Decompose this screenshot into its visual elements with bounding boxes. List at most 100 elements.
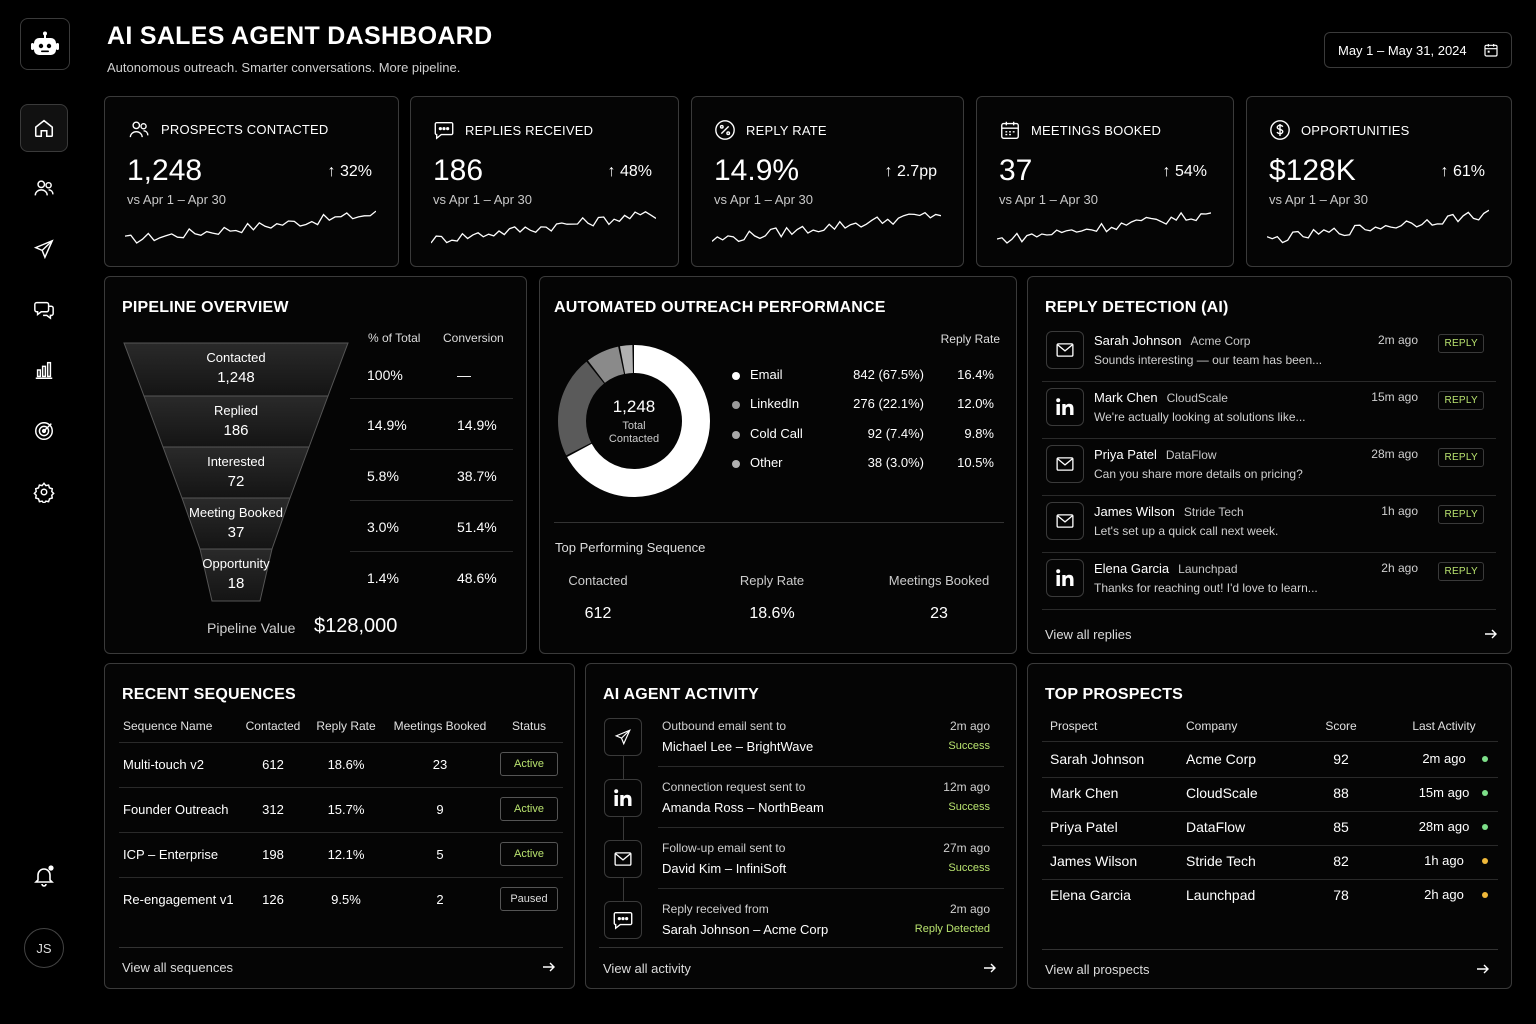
view-all-activity-link[interactable]: View all activity bbox=[603, 961, 691, 976]
pipeline-pct: 100% bbox=[367, 367, 403, 383]
sequence-status-badge[interactable]: Paused bbox=[500, 887, 558, 911]
sequence-status-badge[interactable]: Active bbox=[500, 842, 558, 866]
activity-item[interactable]: Outbound email sent to Michael Lee – Bri… bbox=[586, 716, 1016, 776]
mail-icon bbox=[1056, 514, 1074, 528]
prospect-cell-name[interactable]: Sarah Johnson bbox=[1050, 751, 1145, 767]
top-sequence-value: 18.6% bbox=[749, 605, 795, 622]
arrow-right-icon[interactable] bbox=[1483, 626, 1499, 642]
reply-item[interactable]: Priya Patel DataFlow Can you share more d… bbox=[1042, 439, 1496, 496]
sidebar-item-analytics[interactable] bbox=[20, 346, 68, 394]
date-range-picker[interactable]: May 1 – May 31, 2024 bbox=[1324, 32, 1512, 68]
notifications-button[interactable] bbox=[20, 852, 68, 900]
legend-dot bbox=[732, 372, 740, 380]
reply-badge: REPLY bbox=[1438, 391, 1484, 410]
app-logo[interactable] bbox=[20, 18, 70, 70]
activity-item[interactable]: Connection request sent to Amanda Ross –… bbox=[586, 777, 1016, 837]
view-all-replies-link[interactable]: View all replies bbox=[1045, 627, 1132, 642]
kpi-card[interactable]: OPPORTUNITIES $128K ↑ 61% vs Apr 1 – Apr… bbox=[1246, 96, 1512, 267]
pipeline-conversion: 38.7% bbox=[457, 468, 497, 484]
sequence-cell-name[interactable]: ICP – Enterprise bbox=[123, 847, 219, 862]
activity-icon bbox=[604, 840, 642, 878]
prospect-cell-activity: 15m ago bbox=[1418, 785, 1470, 800]
channel-name: LinkedIn bbox=[750, 396, 800, 411]
pipeline-conversion: 48.6% bbox=[457, 570, 497, 586]
sidebar-item-home[interactable] bbox=[20, 104, 68, 152]
reply-time: 2m ago bbox=[1377, 333, 1418, 347]
sequence-cell-rate: 9.5% bbox=[331, 892, 361, 907]
reply-sender-name: Priya Patel bbox=[1094, 447, 1157, 462]
prospect-cell-name[interactable]: Priya Patel bbox=[1050, 819, 1118, 835]
channel-name: Cold Call bbox=[750, 426, 803, 441]
donut-total-value: 1,248 bbox=[612, 397, 656, 416]
prospect-cell-name[interactable]: Mark Chen bbox=[1050, 785, 1119, 801]
sequence-cell-rate: 18.6% bbox=[327, 757, 365, 772]
prospects-col-header: Company bbox=[1186, 719, 1238, 733]
kpi-comparison: vs Apr 1 – Apr 30 bbox=[127, 192, 227, 207]
legend-dot bbox=[732, 431, 740, 439]
kpi-header: REPLY RATE bbox=[714, 119, 827, 141]
pipeline-row: 3.0% 51.4% bbox=[350, 500, 513, 551]
kpi-comparison: vs Apr 1 – Apr 30 bbox=[1269, 192, 1369, 207]
reply-item[interactable]: Sarah Johnson Acme Corp Sounds interestin… bbox=[1042, 325, 1496, 382]
sidebar-item-settings[interactable] bbox=[20, 468, 68, 516]
donut-total-label-2: Contacted bbox=[608, 433, 660, 445]
reply-channel-icon bbox=[1046, 502, 1084, 540]
arrow-right-icon[interactable] bbox=[1475, 961, 1491, 977]
kpi-card[interactable]: REPLIES RECEIVED 186 ↑ 48% vs Apr 1 – Ap… bbox=[410, 96, 679, 267]
kpi-label: REPLIES RECEIVED bbox=[465, 122, 594, 138]
sidebar-item-conversations[interactable] bbox=[20, 285, 68, 333]
sequence-cell-meetings: 23 bbox=[432, 757, 448, 772]
reply-sender-company: DataFlow bbox=[1165, 448, 1217, 462]
prospect-cell-name[interactable]: James Wilson bbox=[1050, 853, 1138, 869]
arrow-right-icon[interactable] bbox=[982, 960, 998, 976]
activity-item[interactable]: Follow-up email sent to David Kim – Infi… bbox=[586, 838, 1016, 898]
kpi-value: $128K bbox=[1269, 154, 1356, 187]
reply-item[interactable]: Mark Chen CloudScale We're actually looki… bbox=[1042, 382, 1496, 439]
activity-item[interactable]: Reply received from Sarah Johnson – Acme… bbox=[586, 899, 1016, 959]
sequence-cell-rate: 15.7% bbox=[327, 802, 365, 817]
sidebar-item-outreach[interactable] bbox=[20, 225, 68, 273]
avatar[interactable]: JS bbox=[24, 928, 64, 968]
reply-sender: Mark Chen CloudScale bbox=[1094, 390, 1228, 405]
sidebar-item-targets[interactable] bbox=[20, 407, 68, 455]
funnel-stage-count: 1,248 bbox=[217, 369, 255, 386]
prospect-cell-score: 92 bbox=[1333, 751, 1349, 767]
reply-item[interactable]: Elena Garcia Launchpad Thanks for reachin… bbox=[1042, 553, 1496, 610]
funnel-stage-count: 18 bbox=[227, 575, 245, 592]
outreach-performance-card: AUTOMATED OUTREACH PERFORMANCE Reply Rat… bbox=[539, 276, 1017, 654]
reply-message: Sounds interesting — our team has been..… bbox=[1094, 353, 1323, 367]
send-icon bbox=[614, 728, 632, 746]
prospect-cell-name[interactable]: Elena Garcia bbox=[1050, 887, 1131, 903]
view-all-prospects-link[interactable]: View all prospects bbox=[1045, 962, 1150, 977]
chat-icon bbox=[612, 909, 634, 931]
channel-row: LinkedIn 276 (22.1%) 12.0% bbox=[732, 396, 1002, 416]
kpi-card[interactable]: REPLY RATE 14.9% ↑ 2.7pp vs Apr 1 – Apr … bbox=[691, 96, 964, 267]
reply-sender-name: Sarah Johnson bbox=[1094, 333, 1182, 348]
reply-item[interactable]: James Wilson Stride Tech Let's set up a q… bbox=[1042, 496, 1496, 553]
kpi-card[interactable]: PROSPECTS CONTACTED 1,248 ↑ 32% vs Apr 1… bbox=[104, 96, 399, 267]
activity-icon bbox=[604, 718, 642, 756]
arrow-right-icon[interactable] bbox=[541, 959, 557, 975]
sequences-col-header: Meetings Booked bbox=[393, 719, 487, 733]
sequence-cell-name[interactable]: Founder Outreach bbox=[123, 802, 229, 817]
pipeline-conversion: 14.9% bbox=[457, 417, 497, 433]
calendar-icon bbox=[999, 119, 1021, 141]
prospects-col-header: Score bbox=[1325, 719, 1357, 733]
kpi-header: OPPORTUNITIES bbox=[1269, 119, 1410, 141]
sidebar-item-prospects[interactable] bbox=[20, 164, 68, 212]
sequence-cell-name[interactable]: Multi-touch v2 bbox=[123, 757, 204, 772]
pipeline-conversion: 51.4% bbox=[457, 519, 497, 535]
reply-sender-company: Launchpad bbox=[1178, 562, 1238, 576]
activity-time: 27m ago bbox=[943, 841, 990, 855]
kpi-value: 186 bbox=[433, 154, 484, 187]
sequence-cell-name[interactable]: Re-engagement v1 bbox=[123, 892, 234, 907]
kpi-card[interactable]: MEETINGS BOOKED 37 ↑ 54% vs Apr 1 – Apr … bbox=[976, 96, 1234, 267]
view-all-sequences-link[interactable]: View all sequences bbox=[122, 960, 234, 975]
reply-channel-icon bbox=[1046, 331, 1084, 369]
sequence-status-badge[interactable]: Active bbox=[500, 752, 558, 776]
reply-channel-icon bbox=[1046, 445, 1084, 483]
activity-target: Michael Lee – BrightWave bbox=[662, 739, 814, 754]
activity-target: Amanda Ross – NorthBeam bbox=[662, 800, 824, 815]
arrow-up-icon: ↑ bbox=[884, 163, 897, 180]
sequence-status-badge[interactable]: Active bbox=[500, 797, 558, 821]
